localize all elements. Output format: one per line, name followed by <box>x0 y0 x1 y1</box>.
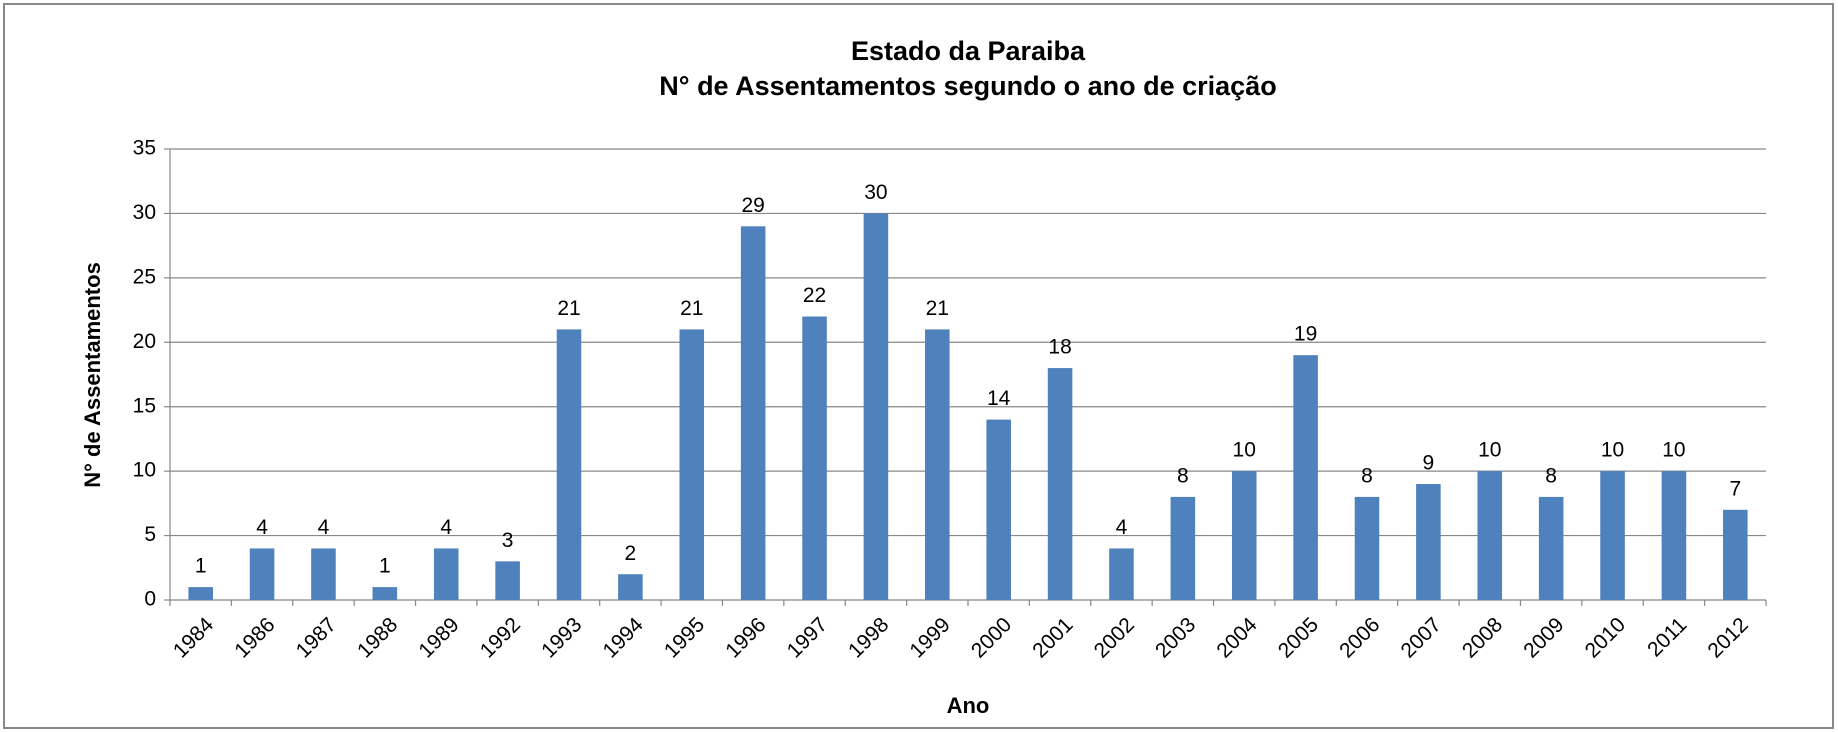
y-tick-label: 30 <box>133 201 156 224</box>
bar <box>925 329 950 600</box>
data-label: 7 <box>1729 477 1741 500</box>
data-label: 19 <box>1294 323 1317 346</box>
data-label: 22 <box>803 284 826 307</box>
y-tick-label: 0 <box>144 588 156 611</box>
data-label: 8 <box>1545 464 1557 487</box>
bar <box>249 548 275 600</box>
bar <box>1231 471 1257 600</box>
bar <box>986 419 1011 600</box>
data-label: 8 <box>1177 464 1189 487</box>
x-axis-title: Ano <box>947 693 990 718</box>
bar <box>740 226 766 601</box>
bar <box>1538 496 1564 600</box>
bar <box>1047 368 1073 600</box>
chart-frame <box>3 3 1834 729</box>
y-tick-label: 20 <box>133 330 156 353</box>
data-label: 10 <box>1233 439 1256 462</box>
bar <box>1354 496 1380 600</box>
data-label: 2 <box>625 542 637 565</box>
bar <box>1661 471 1687 600</box>
bar <box>372 587 398 600</box>
y-tick-label: 25 <box>133 265 156 288</box>
bar <box>618 574 643 600</box>
bar <box>1293 355 1318 600</box>
chart-title: Estado da Paraiba <box>851 36 1086 66</box>
data-label: 14 <box>987 387 1011 410</box>
bar <box>188 587 213 600</box>
data-label: 1 <box>379 555 391 578</box>
data-label: 10 <box>1662 439 1685 462</box>
y-tick-label: 15 <box>133 394 156 417</box>
data-label: 3 <box>502 529 514 552</box>
bar <box>1477 471 1503 600</box>
y-tick-label: 35 <box>133 137 156 160</box>
bar <box>495 561 520 600</box>
bar <box>1723 509 1748 600</box>
data-label: 1 <box>195 555 207 578</box>
data-label: 4 <box>440 516 452 539</box>
bar <box>863 213 889 600</box>
data-label: 29 <box>741 194 764 217</box>
chart-subtitle: N° de Assentamentos segundo o ano de cri… <box>659 71 1276 101</box>
bar <box>556 329 582 600</box>
bar <box>1109 548 1134 600</box>
y-tick-label: 5 <box>144 523 156 546</box>
data-label: 4 <box>256 516 268 539</box>
data-label: 21 <box>680 297 703 320</box>
data-label: 4 <box>1116 516 1128 539</box>
data-label: 8 <box>1361 464 1373 487</box>
bar <box>311 548 336 600</box>
y-tick-label: 10 <box>133 459 156 482</box>
data-label: 10 <box>1478 439 1501 462</box>
bar <box>679 329 705 600</box>
bar <box>1600 471 1625 600</box>
bar <box>1416 484 1441 600</box>
data-label: 21 <box>926 297 949 320</box>
bar <box>1170 496 1196 600</box>
data-label: 30 <box>864 181 887 204</box>
data-label: 21 <box>557 297 580 320</box>
bar <box>802 316 827 600</box>
bar <box>433 548 459 600</box>
data-label: 10 <box>1601 439 1624 462</box>
y-axis-title: N° de Assentamentos <box>80 262 105 488</box>
data-label: 9 <box>1423 452 1435 475</box>
data-label: 4 <box>318 516 330 539</box>
data-label: 18 <box>1048 336 1071 359</box>
